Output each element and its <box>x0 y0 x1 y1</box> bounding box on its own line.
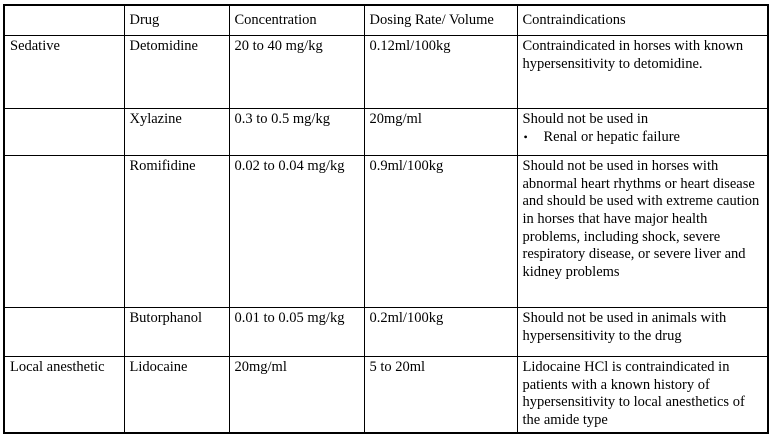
concentration-cell: 20mg/ml <box>228 355 365 434</box>
concentration-cell: 0.3 to 0.5 mg/kg <box>228 108 365 156</box>
header-dosing-rate: Dosing Rate/ Volume <box>363 4 518 36</box>
contraindication-bullet-line: • Renal or hepatic failure <box>523 129 763 147</box>
header-contraindications: Contraindications <box>516 4 769 36</box>
header-concentration: Concentration <box>228 4 365 36</box>
contraindications-cell: Should not be used in • Renal or hepatic… <box>516 108 769 156</box>
contraindications-cell: Lidocaine HCl is contraindicated in pati… <box>516 355 769 434</box>
category-cell <box>3 307 125 357</box>
table-row: Butorphanol 0.01 to 0.05 mg/kg 0.2ml/100… <box>3 307 769 357</box>
dosing-cell: 5 to 20ml <box>363 355 518 434</box>
dosing-cell: 0.2ml/100kg <box>363 307 518 357</box>
category-cell <box>3 108 125 156</box>
dosing-cell: 0.9ml/100kg <box>363 155 518 308</box>
contraindications-cell: Should not be used in horses with abnorm… <box>516 155 769 308</box>
category-cell <box>3 155 125 308</box>
drug-cell: Lidocaine <box>123 355 230 434</box>
drug-cell: Xylazine <box>123 108 230 156</box>
table-row: Romifidine 0.02 to 0.04 mg/kg 0.9ml/100k… <box>3 155 769 308</box>
contraindication-intro: Should not be used in <box>522 111 649 127</box>
header-category <box>3 4 125 36</box>
drug-dosing-table: Drug Concentration Dosing Rate/ Volume C… <box>3 4 769 434</box>
contraindications-cell: Should not be used in animals with hyper… <box>516 307 769 357</box>
category-cell: Local anesthetic <box>3 355 125 434</box>
table-row: Xylazine 0.3 to 0.5 mg/kg 20mg/ml Should… <box>3 108 769 156</box>
concentration-cell: 0.01 to 0.05 mg/kg <box>228 307 365 357</box>
contraindication-bullet-text: Renal or hepatic failure <box>543 128 680 145</box>
contraindications-cell: Contraindicated in horses with known hyp… <box>516 35 769 109</box>
table-row: Sedative Detomidine 20 to 40 mg/kg 0.12m… <box>3 35 769 109</box>
dosing-cell: 0.12ml/100kg <box>363 35 518 109</box>
drug-cell: Romifidine <box>123 155 230 308</box>
bullet-icon: • <box>523 129 528 144</box>
table-row: Local anesthetic Lidocaine 20mg/ml 5 to … <box>3 355 769 434</box>
concentration-cell: 0.02 to 0.04 mg/kg <box>228 155 365 308</box>
dosing-cell: 20mg/ml <box>363 108 518 156</box>
header-row: Drug Concentration Dosing Rate/ Volume C… <box>3 4 769 36</box>
drug-cell: Detomidine <box>123 35 230 109</box>
header-drug: Drug <box>123 4 230 36</box>
drug-cell: Butorphanol <box>123 307 230 357</box>
concentration-cell: 20 to 40 mg/kg <box>228 35 365 109</box>
category-cell: Sedative <box>3 35 125 109</box>
